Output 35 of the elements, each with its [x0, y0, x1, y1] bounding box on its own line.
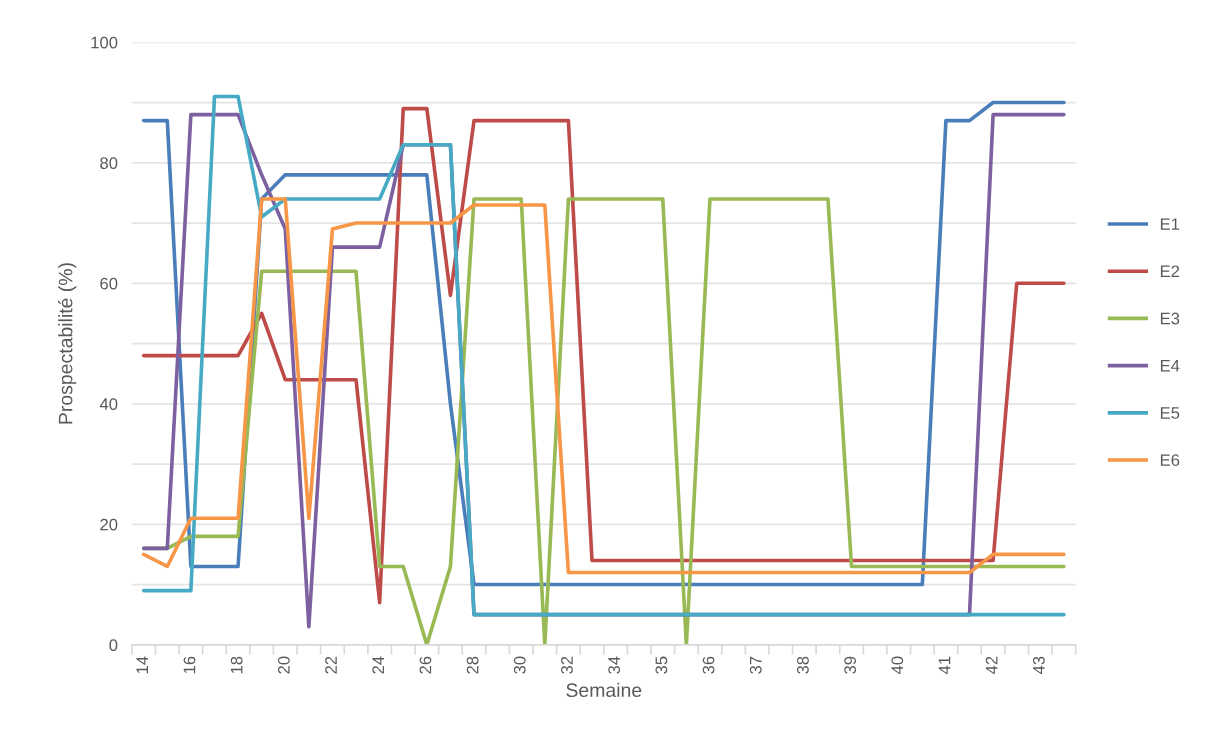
legend-label: E6 [1160, 454, 1180, 467]
x-tick-label: 24 [372, 656, 384, 674]
x-tick-label: 30 [513, 656, 526, 674]
legend-label: E2 [1160, 265, 1180, 278]
y-tick-label: 80 [100, 157, 118, 169]
x-tick-label: 43 [1032, 656, 1045, 675]
x-tick-label: 14 [136, 656, 148, 674]
x-tick-label: 41 [938, 656, 951, 675]
x-tick-label: 37 [749, 656, 762, 674]
y-tick-label: 40 [99, 398, 118, 410]
legend-label: E1 [1160, 218, 1180, 230]
x-tick-label: 34 [608, 656, 621, 674]
line-series [141, 197, 1066, 575]
y-tick-label: 0 [109, 639, 118, 651]
x-tick-label: 26 [419, 656, 432, 674]
x-tick-label: 18 [230, 656, 243, 674]
x-tick-label: 32 [561, 656, 573, 674]
y-tick-label: 60 [100, 277, 118, 290]
x-tick-label: 40 [891, 656, 904, 675]
y-axis-title: Prospectabilité (%) [57, 263, 77, 424]
x-axis-title: Semaine [566, 682, 642, 698]
x-tick-label: 36 [702, 656, 715, 674]
x-tick-label: 35 [655, 656, 668, 674]
legend-label: E5 [1160, 407, 1180, 419]
x-tick-label: 39 [844, 656, 857, 674]
y-tick-label: 100 [91, 36, 118, 49]
legend-label: E4 [1160, 359, 1180, 372]
x-tick-label: 16 [183, 656, 196, 674]
x-tick-label: 42 [985, 656, 998, 675]
x-tick-label: 28 [466, 656, 479, 674]
y-tick-label: 20 [100, 518, 118, 531]
x-tick-label: 38 [797, 656, 809, 674]
legend-label: E3 [1160, 312, 1180, 325]
x-tick-label: 22 [325, 656, 337, 674]
x-tick-label: 20 [277, 656, 290, 674]
